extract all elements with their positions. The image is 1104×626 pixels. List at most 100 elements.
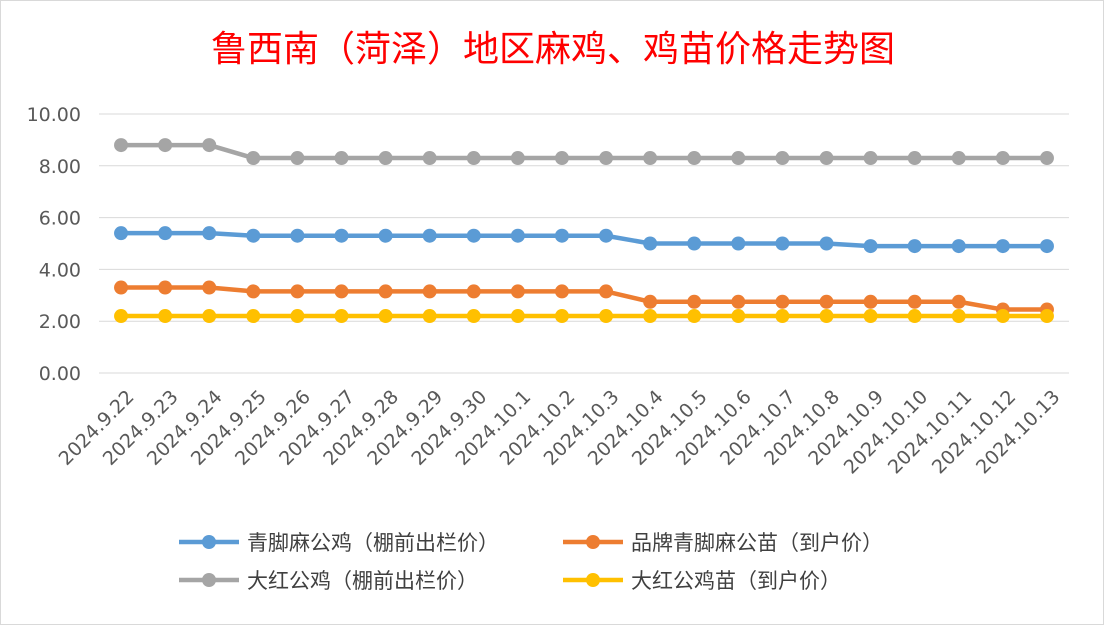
data-point [819,151,834,166]
data-point [246,309,261,324]
data-point [995,151,1010,166]
data-point [202,138,217,153]
series-line [121,285,1047,312]
data-point [246,151,261,166]
data-point [951,294,966,309]
legend-label: 青脚麻公鸡（棚前出栏价） [247,531,499,555]
data-point [687,236,702,251]
data-point [466,284,481,299]
data-point [158,226,173,241]
y-tick-label: 6.00 [39,208,81,230]
legend-item: 品牌青脚麻公苗（到户价） [563,531,883,555]
y-tick-label: 4.00 [39,259,81,281]
data-point [510,151,525,166]
y-tick-label: 10.00 [27,104,81,126]
legend-marker [202,573,216,587]
legend-marker [586,535,600,549]
data-point [246,228,261,243]
data-point [863,309,878,324]
data-point [510,309,525,324]
data-point [775,294,790,309]
y-axis-tick-labels: 0.00 2.00 4.00 6.00 8.00 10.00 [27,104,81,385]
data-point [951,309,966,324]
series-1 [114,280,1054,317]
data-point [599,228,614,243]
data-point [643,151,658,166]
data-point [114,309,129,324]
data-point [422,309,437,324]
data-point [863,151,878,166]
data-point [731,309,746,324]
series-2 [114,138,1054,166]
data-point [202,309,217,324]
legend-item: 青脚麻公鸡（棚前出栏价） [179,531,499,555]
series-0 [114,226,1054,254]
data-point [731,294,746,309]
data-point [290,309,305,324]
data-point [466,151,481,166]
data-point [202,280,217,295]
data-point [599,309,614,324]
data-point [731,151,746,166]
data-point [907,294,922,309]
data-point [554,151,569,166]
data-point [907,309,922,324]
data-point [643,309,658,324]
data-point [422,228,437,243]
legend-marker [202,535,216,549]
data-point [334,309,349,324]
data-point [114,138,129,153]
data-point [510,228,525,243]
y-tick-label: 2.00 [39,311,81,333]
data-point [334,151,349,166]
data-point [554,228,569,243]
data-point [687,294,702,309]
data-point [995,309,1010,324]
gridlines [99,113,1069,374]
data-point [466,309,481,324]
y-tick-label: 0.00 [39,363,81,385]
data-point [114,280,129,295]
legend-item: 大红公鸡（棚前出栏价） [179,569,478,593]
data-point [775,309,790,324]
series-line [121,142,1047,161]
data-point [819,309,834,324]
data-point [643,294,658,309]
data-point [687,151,702,166]
series-line [121,230,1047,249]
legend-item: 大红公鸡苗（到户价） [563,569,841,593]
data-point [951,151,966,166]
data-point [290,228,305,243]
legend-marker [586,573,600,587]
data-point [290,151,305,166]
data-point [378,284,393,299]
legend-label: 大红公鸡（棚前出栏价） [247,569,478,593]
series-lines [114,138,1054,324]
data-point [731,236,746,251]
y-tick-label: 8.00 [39,156,81,178]
data-point [158,309,173,324]
data-point [466,228,481,243]
legend-label: 品牌青脚麻公苗（到户价） [631,531,883,555]
data-point [1039,151,1054,166]
data-point [202,226,217,241]
data-point [863,294,878,309]
data-point [907,239,922,254]
data-point [158,280,173,295]
data-point [599,151,614,166]
data-point [907,151,922,166]
data-point [1039,239,1054,254]
data-point [422,284,437,299]
series-3 [114,309,1054,324]
data-point [554,309,569,324]
data-point [158,138,173,153]
data-point [951,239,966,254]
chart-title: 鲁西南（菏泽）地区麻鸡、鸡苗价格走势图 [211,29,895,70]
data-point [510,284,525,299]
data-point [643,236,658,251]
data-point [378,151,393,166]
data-point [334,284,349,299]
data-point [246,284,261,299]
